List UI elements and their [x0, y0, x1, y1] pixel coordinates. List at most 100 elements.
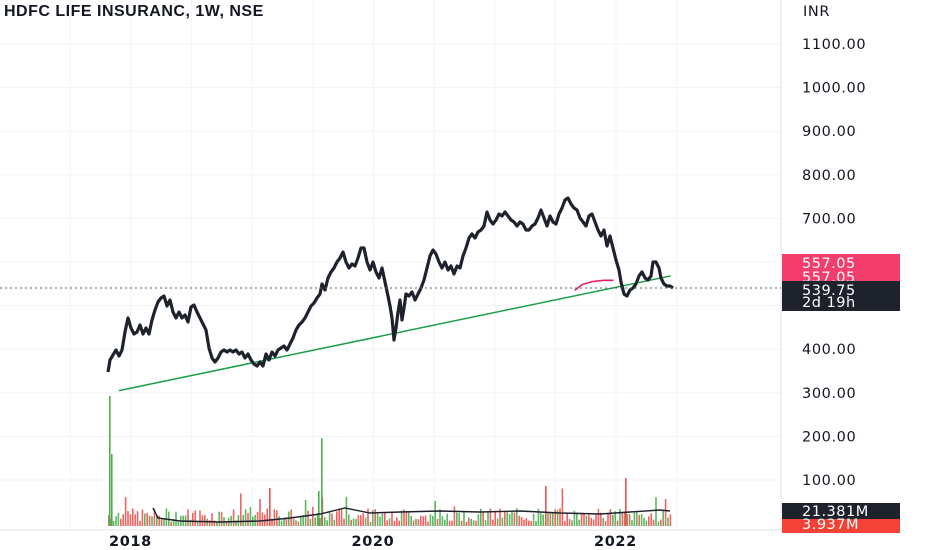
- volume-bar: [472, 520, 475, 526]
- volume-bar: [343, 518, 345, 526]
- volume-bar: [566, 512, 568, 526]
- volume-bar: [559, 508, 561, 526]
- volume-bar: [405, 511, 408, 526]
- volume-bar: [220, 511, 223, 526]
- volume-bar: [372, 510, 374, 526]
- y-tick-label: 100.00: [802, 473, 856, 489]
- volume-bar: [525, 518, 528, 526]
- volume-bar: [393, 520, 396, 526]
- volume-bar: [213, 520, 216, 526]
- volume-bar: [175, 511, 177, 526]
- volume-bar: [132, 508, 134, 526]
- volume-bar: [499, 508, 501, 526]
- volume-bar: [607, 513, 609, 526]
- volume-bar: [463, 511, 465, 526]
- volume-bar: [225, 520, 228, 526]
- y-tick-label: 300.00: [802, 386, 856, 402]
- volume-bar: [631, 520, 633, 526]
- volume-bar: [432, 515, 434, 526]
- volume-bar: [626, 513, 628, 526]
- volume-bar: [484, 520, 487, 526]
- volume-bar: [151, 516, 153, 526]
- volume-spike-bar: [269, 488, 271, 526]
- volume-bar: [669, 514, 672, 526]
- volume-bar: [208, 520, 211, 526]
- volume-bar: [187, 509, 189, 526]
- volume-bar: [124, 497, 127, 526]
- volume-bar: [532, 513, 535, 526]
- volume-bar: [345, 496, 348, 526]
- volume-bar: [369, 521, 372, 526]
- x-tick-label: 2022: [594, 534, 637, 550]
- volume-bar: [355, 518, 357, 526]
- volume-bar: [451, 520, 453, 526]
- volume-bar: [314, 517, 316, 526]
- volume-bar: [201, 515, 204, 526]
- volume-bar: [211, 513, 213, 526]
- volume-bar: [340, 509, 343, 526]
- volume-bar: [376, 513, 379, 526]
- volume-bar: [172, 518, 175, 526]
- volume-bar: [657, 521, 660, 526]
- volume-bar: [448, 520, 451, 526]
- volume-bar: [422, 516, 424, 526]
- volume-bar: [244, 509, 247, 526]
- volume-bar: [640, 514, 643, 526]
- volume-bar: [494, 510, 496, 526]
- volume-bar: [650, 513, 652, 526]
- volume-bar: [590, 517, 592, 526]
- volume-bar: [429, 514, 432, 526]
- volume-bar: [136, 511, 139, 526]
- volume-bar: [633, 512, 636, 526]
- badge-volume-ma-bg: [782, 503, 900, 520]
- volume-bar: [628, 514, 631, 526]
- volume-bar: [655, 497, 657, 526]
- volume-bar: [441, 516, 444, 526]
- volume-bar: [453, 506, 456, 526]
- volume-bar: [391, 512, 393, 526]
- y-tick-label: 400.00: [802, 342, 856, 358]
- volume-ma-line: [152, 507, 671, 523]
- volume-bar: [568, 519, 571, 526]
- volume-bar: [660, 519, 662, 526]
- y-tick-label: 1100.00: [802, 37, 866, 53]
- volume-bar: [580, 512, 583, 526]
- volume-bar: [242, 515, 244, 526]
- volume-bar: [177, 521, 180, 526]
- volume-bar: [410, 515, 412, 526]
- volume-bar: [508, 514, 511, 526]
- volume-bar: [535, 520, 537, 526]
- volume-bar: [153, 508, 156, 526]
- badge-upper-price-bg: [782, 254, 900, 272]
- volume-bar: [547, 512, 549, 526]
- volume-bar: [112, 520, 115, 526]
- volume-bar: [504, 511, 506, 526]
- volume-bar: [585, 515, 588, 526]
- volume-bar: [619, 508, 621, 526]
- volume-bar: [537, 508, 540, 526]
- volume-bar: [297, 521, 300, 526]
- volume-bar: [280, 520, 283, 526]
- volume-bar: [664, 499, 667, 526]
- volume-bar: [237, 515, 240, 526]
- volume-bar: [129, 514, 132, 526]
- volume-bar: [196, 520, 199, 526]
- volume-bar: [230, 515, 232, 526]
- volume-bar: [475, 520, 477, 526]
- volume-bar: [194, 510, 196, 526]
- volume-bar: [115, 516, 117, 526]
- volume-bar: [192, 512, 194, 526]
- volume-bar: [487, 511, 489, 526]
- volume-bar: [477, 514, 480, 526]
- volume-bar: [218, 511, 220, 526]
- volume-bar: [285, 517, 288, 526]
- volume-bar: [336, 511, 338, 526]
- volume-bar: [302, 515, 304, 526]
- volume-bar: [489, 508, 492, 526]
- volume-bar: [612, 514, 614, 526]
- x-tick-label: 2020: [352, 534, 395, 550]
- volume-bar: [403, 509, 405, 526]
- volume-bar: [523, 519, 525, 526]
- volume-bar: [199, 510, 201, 526]
